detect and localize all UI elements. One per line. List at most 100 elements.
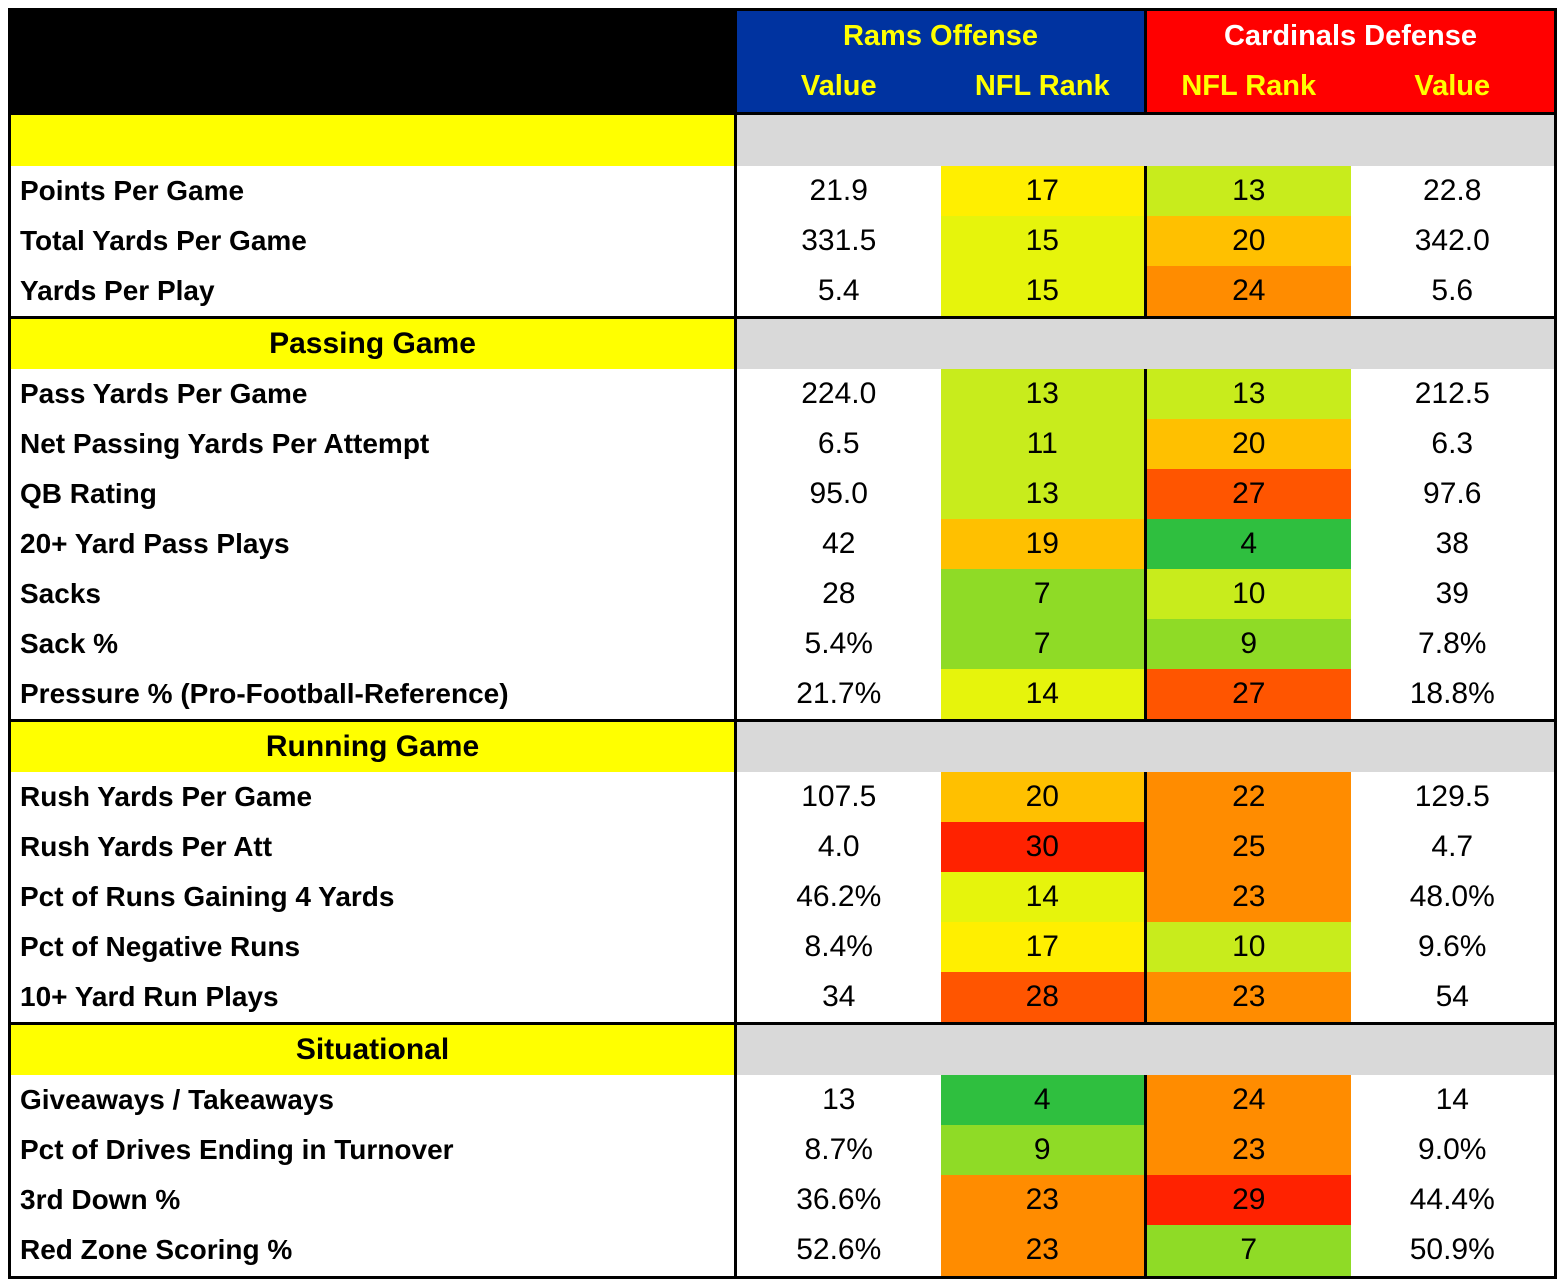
rams-rank-cell: 17 bbox=[940, 165, 1147, 216]
section-header-row bbox=[8, 113, 1557, 166]
rams-value-cell: 5.4% bbox=[804, 626, 873, 660]
cards-rank-col-header: NFL Rank bbox=[1145, 61, 1351, 115]
table-row: Pct of Drives Ending in Turnover 8.7% 9 23 9… bbox=[8, 1124, 1557, 1175]
table-row: QB Rating 95.0 13 27 97.6 bbox=[8, 468, 1557, 519]
section-title bbox=[8, 113, 737, 166]
cards-value-cell: 22.8 bbox=[1350, 165, 1557, 216]
cards-rank-cell: 29 bbox=[1145, 1174, 1351, 1225]
rams-rank-col-header: NFL Rank bbox=[940, 61, 1147, 115]
metric-label: Rush Yards Per Att bbox=[8, 821, 737, 872]
rams-rank-cell: 19 bbox=[940, 518, 1147, 569]
table-row: Rush Yards Per Game 107.5 20 22 129.5 bbox=[8, 771, 1557, 822]
section-gray-band bbox=[735, 113, 1557, 166]
section-header-row: Running Game bbox=[8, 719, 1557, 772]
table-row: 3rd Down % 36.6% 23 29 44.4% bbox=[8, 1174, 1557, 1225]
rams-rank-cell: 4 bbox=[940, 1074, 1147, 1125]
table-row: Red Zone Scoring % 52.6% 23 7 50.9% bbox=[8, 1224, 1557, 1279]
rams-rank-cell: 20 bbox=[940, 771, 1147, 822]
header-row-columns: Value NFL Rank NFL Rank Value bbox=[10, 61, 1557, 115]
rams-rank-cell: 15 bbox=[940, 215, 1147, 266]
section-gray-band bbox=[735, 1022, 1557, 1075]
rams-value-cell: 36.6% bbox=[796, 1182, 882, 1216]
metric-label: Pass Yards Per Game bbox=[8, 368, 737, 419]
rams-rank-cell: 13 bbox=[940, 368, 1147, 419]
header-blank-cell bbox=[8, 8, 737, 115]
cards-value-cell: 48.0% bbox=[1350, 871, 1557, 922]
metric-label: Sacks bbox=[8, 568, 737, 619]
rams-rank-cell: 14 bbox=[940, 871, 1147, 922]
cards-value-cell: 38 bbox=[1350, 518, 1557, 569]
rams-value-cell: 28 bbox=[822, 576, 856, 610]
rams-value-cell: 4.0 bbox=[817, 829, 860, 863]
cards-value-cell: 14 bbox=[1350, 1074, 1557, 1125]
section-gray-band bbox=[735, 316, 1557, 369]
cards-value-cell: 18.8% bbox=[1350, 668, 1557, 721]
cards-value-cell: 44.4% bbox=[1350, 1174, 1557, 1225]
table-row: Rush Yards Per Att 4.0 30 25 4.7 bbox=[8, 821, 1557, 872]
section-gray-band bbox=[735, 719, 1557, 772]
cards-rank-cell: 7 bbox=[1145, 1224, 1351, 1279]
rams-rank-cell: 30 bbox=[940, 821, 1147, 872]
cards-value-cell: 50.9% bbox=[1350, 1224, 1557, 1279]
cards-value-cell: 6.3 bbox=[1350, 418, 1557, 469]
cards-rank-cell: 24 bbox=[1145, 265, 1351, 318]
metric-label: 3rd Down % bbox=[8, 1174, 737, 1225]
rams-value-cell: 224.0 bbox=[801, 376, 877, 410]
metric-label: Giveaways / Takeaways bbox=[8, 1074, 737, 1125]
rams-value-cell: 46.2% bbox=[796, 879, 882, 913]
metric-label: Red Zone Scoring % bbox=[8, 1224, 737, 1279]
rams-value-cell: 42 bbox=[822, 526, 856, 560]
comparison-table: Rams Offense Cardinals Defense Value NFL Ra… bbox=[8, 8, 1557, 1279]
rams-value-cell: 52.6% bbox=[735, 1224, 941, 1279]
cards-value-cell: 4.7 bbox=[1350, 821, 1557, 872]
cards-rank-cell: 23 bbox=[1145, 971, 1351, 1024]
table-row: 20+ Yard Pass Plays 42 19 4 38 bbox=[8, 518, 1557, 569]
table-row: Giveaways / Takeaways 13 4 24 14 bbox=[8, 1074, 1557, 1125]
table-row: Sack % 5.4% 7 9 7.8% bbox=[8, 618, 1557, 669]
cards-value-cell: 39 bbox=[1350, 568, 1557, 619]
cards-value-cell: 97.6 bbox=[1350, 468, 1557, 519]
metric-label: 20+ Yard Pass Plays bbox=[8, 518, 737, 569]
rams-rank-cell: 9 bbox=[940, 1124, 1147, 1175]
cards-value-cell: 129.5 bbox=[1350, 771, 1557, 822]
rams-rank-cell: 15 bbox=[940, 265, 1147, 318]
cards-value-cell: 212.5 bbox=[1350, 368, 1557, 419]
rams-rank-cell: 14 bbox=[940, 668, 1147, 721]
rams-value-cell: 34 bbox=[822, 979, 856, 1013]
cards-value-cell: 342.0 bbox=[1350, 215, 1557, 266]
rams-rank-cell: 7 bbox=[940, 618, 1147, 669]
metric-label: Rush Yards Per Game bbox=[8, 771, 737, 822]
cards-rank-cell: 20 bbox=[1145, 215, 1351, 266]
rams-value-cell: 6.5 bbox=[817, 426, 860, 460]
cards-rank-cell: 27 bbox=[1145, 468, 1351, 519]
rams-value-cell: 21.9 bbox=[809, 173, 868, 207]
section-title: Passing Game bbox=[8, 316, 737, 369]
section-title: Situational bbox=[8, 1022, 737, 1075]
cards-rank-cell: 9 bbox=[1145, 618, 1351, 669]
rams-value-cell: 21.7% bbox=[796, 676, 882, 710]
table-row: Pressure % (Pro-Football-Reference) 21.7%… bbox=[8, 668, 1557, 721]
metric-label: Sack % bbox=[8, 618, 737, 669]
cards-rank-cell: 13 bbox=[1145, 368, 1351, 419]
metric-label: Yards Per Play bbox=[8, 265, 737, 318]
cards-value-cell: 54 bbox=[1350, 971, 1557, 1024]
cards-rank-cell: 10 bbox=[1145, 568, 1351, 619]
cards-rank-cell: 24 bbox=[1145, 1074, 1351, 1125]
cards-value-cell: 5.6 bbox=[1350, 265, 1557, 318]
cards-rank-cell: 27 bbox=[1145, 668, 1351, 721]
metric-label: QB Rating bbox=[8, 468, 737, 519]
cards-rank-cell: 23 bbox=[1145, 1124, 1351, 1175]
rams-rank-cell: 23 bbox=[940, 1174, 1147, 1225]
rams-value-cell: 107.5 bbox=[801, 779, 877, 813]
cardinals-defense-header: Cardinals Defense bbox=[1145, 8, 1557, 62]
table-row: Yards Per Play 5.4 15 24 5.6 bbox=[8, 265, 1557, 318]
table-row: 10+ Yard Run Plays 34 28 23 54 bbox=[8, 971, 1557, 1024]
rams-rank-cell: 17 bbox=[940, 921, 1147, 972]
metric-label: Pct of Negative Runs bbox=[8, 921, 737, 972]
rams-rank-cell: 13 bbox=[940, 468, 1147, 519]
metric-label: 10+ Yard Run Plays bbox=[8, 971, 737, 1024]
cards-rank-cell: 20 bbox=[1145, 418, 1351, 469]
table-row: Pct of Runs Gaining 4 Yards 46.2% 14 23 48.0… bbox=[8, 871, 1557, 922]
table-row: Net Passing Yards Per Attempt 6.5 11 20 6.3 bbox=[8, 418, 1557, 469]
metric-label: Pressure % (Pro-Football-Reference) bbox=[8, 668, 737, 721]
